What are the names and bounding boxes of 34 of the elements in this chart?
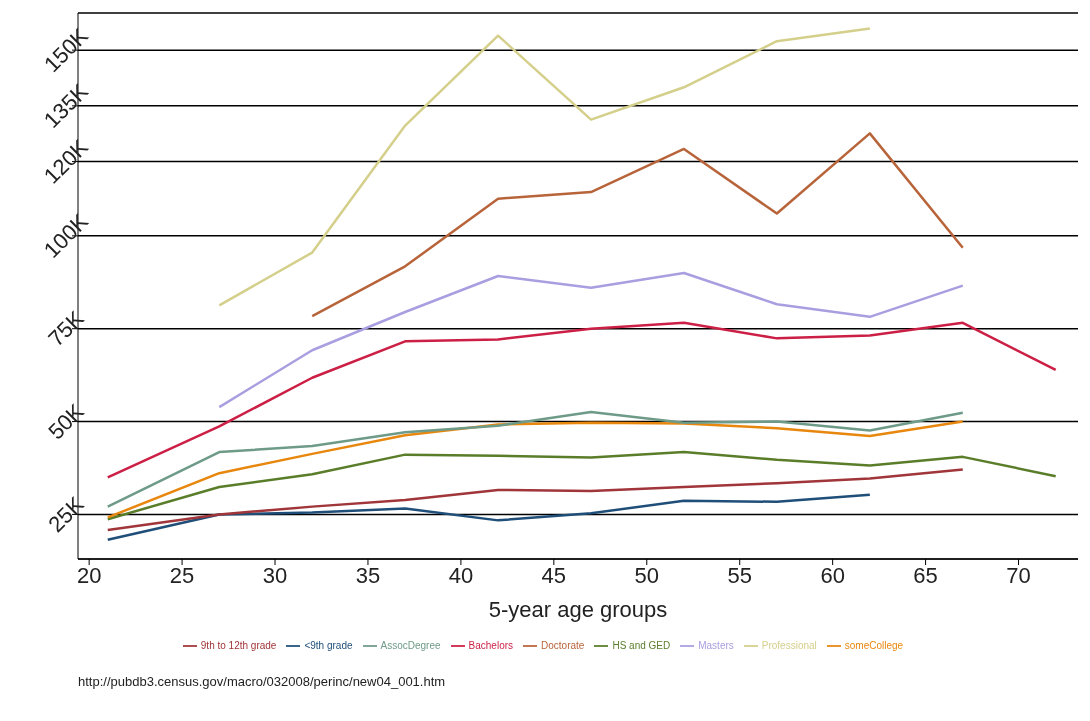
x-tick-label: 35	[355, 562, 381, 588]
text: http://pubdb3.census.gov/macro/032008/perinc/new04_001.htm	[78, 674, 447, 689]
x-tick-label: 60	[820, 562, 845, 588]
line-series	[106, 468, 965, 532]
x-axis-title: 5-year age groups	[488, 597, 668, 622]
y-tick-label: 25K	[43, 491, 89, 538]
x-tick-label: 50	[634, 562, 660, 588]
line-series	[218, 271, 965, 409]
legend-label: Masters	[698, 639, 734, 651]
y-tick-label: 50K	[43, 398, 89, 445]
legend-label: HS and GED	[612, 639, 671, 651]
x-tick-label: 55	[727, 562, 752, 588]
legend-label: AssocDegree	[380, 639, 441, 651]
x-tick-label: 40	[448, 562, 474, 588]
line-series	[106, 410, 965, 508]
legend-label: Bachelors	[468, 639, 514, 651]
x-tick-label: 25	[169, 562, 195, 588]
legend-label: someCollege	[844, 639, 904, 651]
legend-label: 9th to 12th grade	[200, 639, 277, 651]
x-tick-label: 65	[913, 562, 938, 588]
line-series	[106, 420, 965, 519]
x-tick-label: 70	[1006, 562, 1031, 588]
x-tick-label: 45	[541, 562, 567, 588]
legend-label: Professional	[761, 639, 817, 651]
x-tick-label: 20	[76, 562, 102, 588]
line-series	[106, 321, 1057, 479]
line-series	[218, 27, 872, 307]
legend-label: <9th grade	[304, 639, 353, 651]
line-series	[310, 132, 965, 318]
legend-label: Doctorate	[541, 639, 585, 651]
line-series	[106, 450, 1057, 521]
y-tick-label: 75K	[43, 305, 89, 352]
line-series	[106, 493, 872, 541]
x-tick-label: 30	[262, 562, 288, 588]
